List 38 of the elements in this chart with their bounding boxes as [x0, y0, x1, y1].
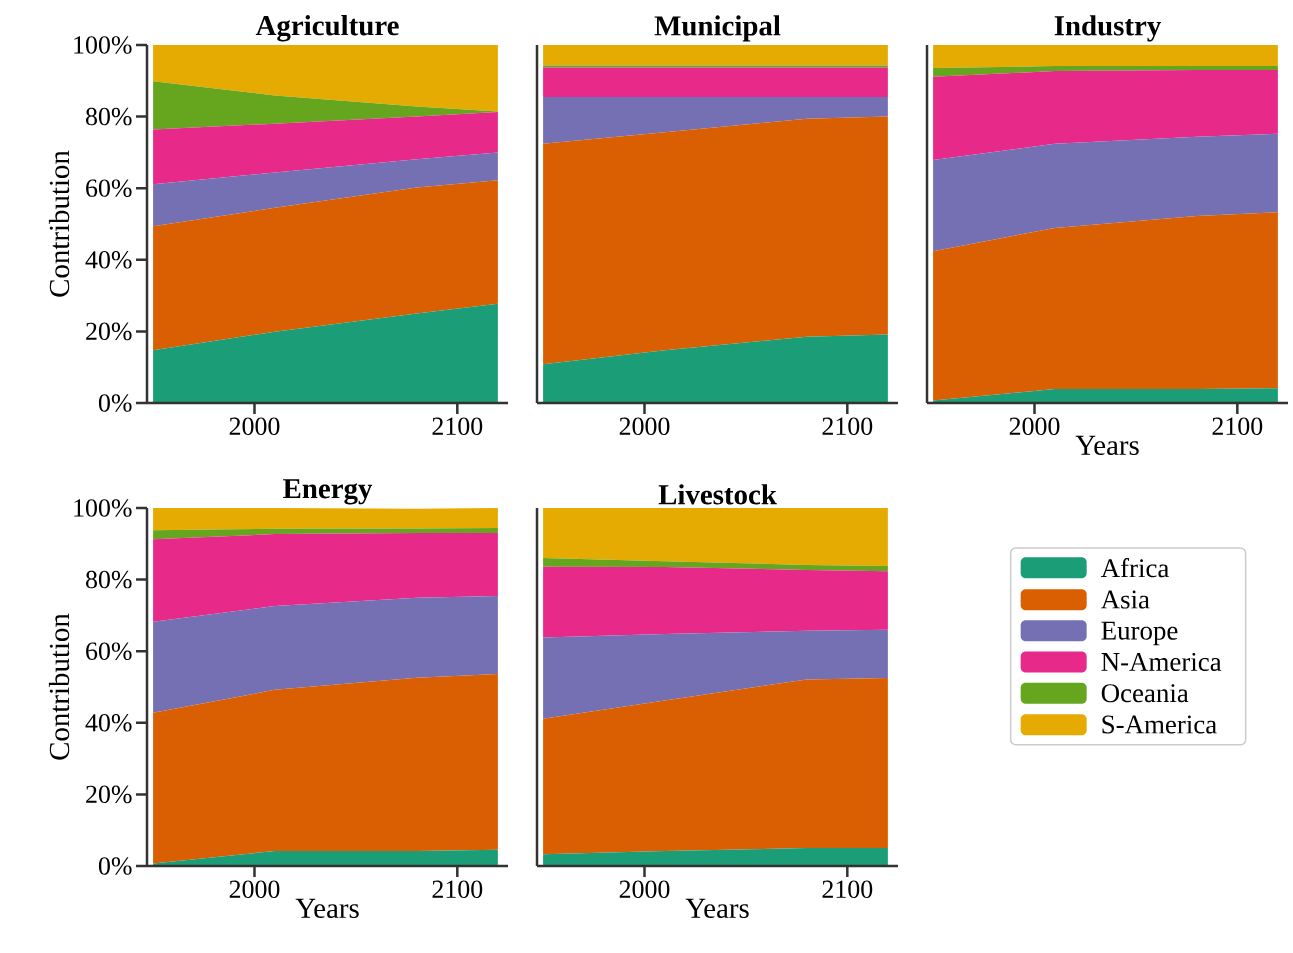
x-tick-label: 2100	[1212, 417, 1263, 435]
legend-label: Africa	[1100, 558, 1170, 578]
chart-title: Livestock	[658, 484, 777, 505]
chart-title: Agriculture	[255, 15, 399, 42]
y-axis-title: Contribution	[48, 613, 70, 760]
legend-label: Asia	[1100, 590, 1150, 609]
y-tick-label: 100%	[74, 499, 132, 517]
y-axis-title: Contribution	[48, 150, 70, 297]
x-axis-title: Years	[1075, 435, 1139, 456]
x-axis-title: Years	[685, 898, 749, 919]
x-tick-label: 2000	[229, 417, 280, 435]
y-tick-label: 0%	[98, 394, 132, 412]
chart-title: Energy	[283, 479, 373, 505]
y-tick-label: 80%	[85, 570, 132, 589]
y-tick-label: 80%	[85, 107, 132, 126]
x-tick-label: 2100	[822, 417, 873, 435]
x-axis-title: Years	[295, 898, 359, 919]
x-tick-label: 2100	[822, 880, 873, 898]
y-tick-label: 60%	[86, 179, 132, 197]
x-tick-label: 2000	[1009, 417, 1060, 435]
legend-label: Europe	[1101, 621, 1178, 646]
legend-label: Oceania	[1101, 684, 1189, 703]
y-tick-label: 60%	[86, 642, 132, 660]
y-tick-label: 100%	[74, 36, 132, 54]
y-tick-label: 40%	[85, 713, 132, 732]
legend-label: S-America	[1102, 715, 1217, 734]
x-tick-label: 2000	[229, 880, 280, 898]
y-tick-label: 0%	[98, 857, 132, 875]
x-tick-label: 2000	[619, 880, 670, 898]
x-tick-label: 2100	[432, 417, 483, 435]
y-tick-label: 20%	[86, 322, 132, 341]
legend-label: N-America	[1101, 652, 1222, 671]
y-tick-label: 20%	[86, 785, 132, 804]
chart-title: Municipal	[654, 15, 781, 42]
x-tick-label: 2000	[619, 417, 670, 435]
chart-title: Industry	[1054, 15, 1161, 42]
y-tick-label: 40%	[85, 250, 132, 269]
x-tick-label: 2100	[432, 880, 483, 898]
